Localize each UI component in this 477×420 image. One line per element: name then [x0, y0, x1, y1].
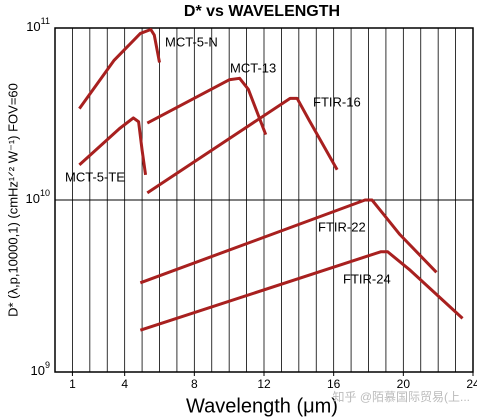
y-tick-label: 109: [31, 360, 50, 378]
y-tick-exponent: 9: [45, 360, 50, 370]
x-tick-label: 24: [466, 377, 477, 391]
y-tick-label: 1011: [26, 16, 50, 34]
series-line: [146, 96, 339, 195]
series-line: [78, 116, 148, 176]
x-tick-label: 8: [191, 377, 198, 391]
series-line: [146, 76, 268, 136]
x-tick-label: 4: [121, 377, 128, 391]
series-label: MCT-13: [230, 60, 276, 75]
y-tick-label: 1010: [26, 188, 50, 206]
y-axis-label: D* (λ,p,10000,1) (cmHz¹ᐟ² W⁻¹) FOV=60: [5, 83, 20, 317]
series-line: [139, 250, 464, 332]
y-tick-base: 10: [26, 191, 40, 206]
x-axis-label: Wavelength (μm): [186, 395, 338, 417]
series-label: FTIR-24: [343, 271, 391, 286]
y-tick-base: 10: [31, 363, 45, 378]
x-tick-label: 20: [397, 377, 411, 391]
chart-title: D* vs WAVELENGTH: [184, 3, 340, 20]
series-line: [78, 28, 161, 110]
x-tick-label: 16: [327, 377, 341, 391]
y-tick-exponent: 10: [40, 188, 50, 198]
x-tick-label: 1: [69, 377, 76, 391]
y-tick-base: 10: [26, 19, 40, 34]
series-label: FTIR-16: [313, 94, 361, 109]
watermark: 知乎 @陌慕国际贸易(上...: [332, 390, 470, 404]
series-label: FTIR-22: [318, 219, 366, 234]
series-label: MCT-5-TE: [65, 169, 125, 184]
series-label: MCT-5-N: [165, 34, 218, 49]
series-line: [139, 198, 438, 285]
y-tick-exponent: 11: [41, 16, 50, 26]
x-tick-label: 12: [257, 377, 271, 391]
